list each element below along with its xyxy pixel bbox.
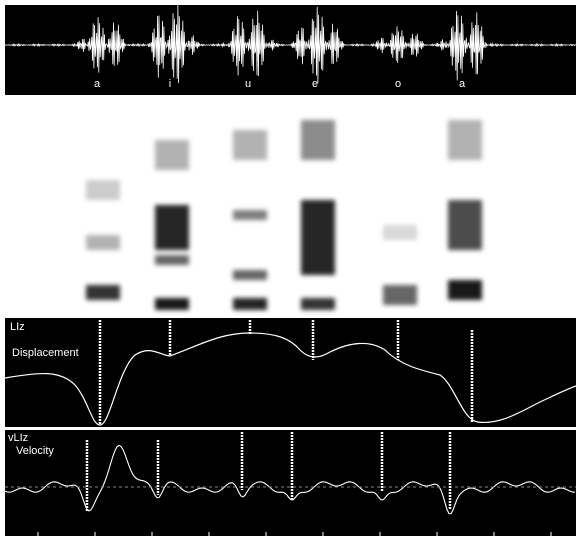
displacement-channel: LIz: [10, 321, 25, 333]
waveform-panel: [5, 5, 576, 95]
formant-band: [448, 280, 482, 300]
formant-band: [155, 140, 189, 170]
formant-band: [233, 298, 267, 310]
formant-band: [86, 285, 120, 300]
formant-band: [155, 205, 189, 250]
vowel-label: o: [395, 78, 401, 90]
formant-band: [301, 200, 335, 275]
formant-band: [448, 120, 482, 160]
formant-band: [301, 298, 335, 310]
page: aiueoa LIz Displacement vLIz Velocity ((…: [0, 0, 576, 540]
speech-analysis: a i u e o a LIz Displacement vLIz Velocity: [0, 0, 576, 540]
displacement-label: Displacement: [12, 347, 79, 359]
formant-band: [301, 120, 335, 160]
velocity-channel: vLIz: [8, 432, 28, 444]
vowel-label: i: [169, 78, 171, 90]
formant-band: [155, 298, 189, 310]
formant-band: [155, 255, 189, 265]
formant-band: [233, 210, 267, 220]
spectrogram: [86, 120, 482, 310]
formant-band: [448, 200, 482, 250]
vowel-label: a: [459, 78, 466, 90]
displacement-panel: [5, 318, 576, 427]
vowel-label: e: [312, 78, 318, 90]
formant-band: [233, 130, 267, 160]
formant-band: [86, 180, 120, 200]
velocity-panel: [5, 430, 576, 536]
formant-band: [86, 235, 120, 250]
formant-band: [383, 225, 417, 240]
formant-band: [233, 270, 267, 280]
velocity-label: Velocity: [16, 445, 54, 457]
vowel-label: u: [245, 78, 251, 90]
vowel-label: a: [94, 78, 101, 90]
formant-band: [383, 285, 417, 305]
